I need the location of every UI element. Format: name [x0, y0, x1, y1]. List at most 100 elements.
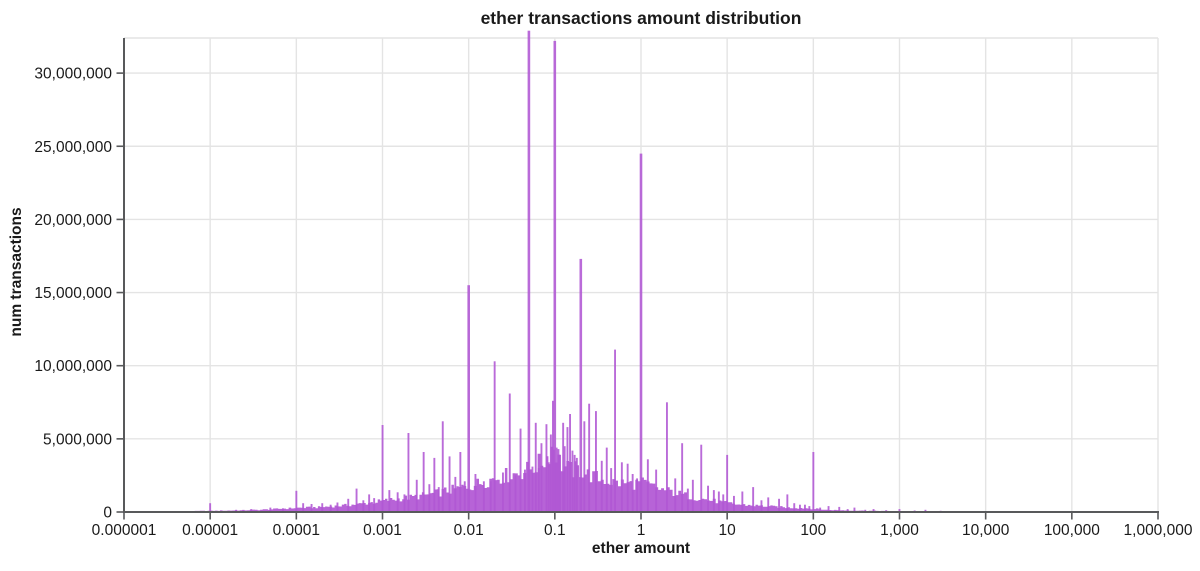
- histogram-spike: [717, 491, 720, 512]
- histogram-spike: [531, 466, 534, 512]
- histogram-spike: [712, 490, 715, 512]
- histogram-spike: [428, 484, 431, 512]
- histogram-spike: [838, 506, 841, 512]
- histogram-spike: [362, 500, 365, 512]
- histogram-spike: [209, 503, 212, 512]
- histogram-spike: [537, 468, 540, 512]
- histogram-spike: [639, 153, 643, 512]
- histogram-spike: [575, 457, 578, 512]
- histogram-spike: [269, 507, 272, 512]
- histogram-spike: [681, 443, 684, 512]
- histogram-spike: [655, 469, 658, 512]
- histogram-spike: [636, 478, 638, 512]
- tick-labels-layer: 0.000001 0.00001 0.0001 0.001 0.01 0.1 1 10 100 1…: [34, 66, 1192, 539]
- histogram-spike: [605, 447, 608, 512]
- histogram-spike: [547, 462, 550, 512]
- histogram-spike: [588, 403, 591, 512]
- y-axis-title: num transactions: [8, 207, 25, 336]
- histogram-spike: [459, 452, 462, 512]
- x-axis-title: ether amount: [592, 540, 690, 557]
- x-tick-label: 0.0001: [273, 522, 320, 539]
- histogram-spike: [463, 481, 466, 512]
- histogram-spike: [610, 468, 613, 512]
- histogram-spike: [793, 503, 796, 512]
- y-tick-label: 20,000,000: [34, 212, 112, 229]
- histogram-spike: [282, 508, 284, 512]
- histogram-spike: [898, 509, 901, 512]
- histogram-spike: [562, 422, 565, 512]
- histogram-spike: [726, 454, 729, 512]
- y-tick-label: 30,000,000: [34, 66, 112, 83]
- histogram-spike: [502, 472, 504, 512]
- histogram-spike: [864, 509, 867, 512]
- histogram-spike: [347, 498, 350, 512]
- x-tick-label: 100,000: [1044, 522, 1100, 539]
- histogram-spike: [707, 485, 709, 512]
- histogram-spike: [329, 504, 332, 512]
- histogram-spike: [534, 422, 537, 512]
- y-tick-label: 15,000,000: [34, 285, 112, 302]
- histogram-spike: [733, 495, 735, 512]
- histogram-spike: [524, 469, 526, 512]
- histogram-spike: [827, 506, 830, 512]
- histogram-spike: [549, 434, 552, 512]
- histogram-spike: [540, 443, 543, 512]
- histogram-spike: [924, 509, 927, 512]
- histogram-spike: [674, 478, 677, 512]
- y-tick-label: 10,000,000: [34, 358, 112, 375]
- histogram-spike: [555, 447, 558, 512]
- histogram-spike: [519, 428, 522, 512]
- histogram-spike: [646, 459, 649, 512]
- x-tick-label: 1,000,000: [1124, 522, 1193, 539]
- x-tick-label: 1: [637, 522, 646, 539]
- histogram-spike: [467, 285, 470, 512]
- histogram-spike: [493, 361, 496, 512]
- histogram-spike: [407, 433, 410, 512]
- histogram-spike: [514, 475, 517, 512]
- histogram-spike: [415, 479, 418, 512]
- histogram-spike: [631, 474, 634, 512]
- histogram-spike: [778, 498, 780, 512]
- y-tick-label: 5,000,000: [43, 431, 112, 448]
- bars-layer: [149, 30, 986, 513]
- histogram-spike: [566, 427, 569, 512]
- histogram-spike: [403, 494, 406, 512]
- histogram-spike: [448, 456, 451, 512]
- y-tick-label: 25,000,000: [34, 139, 112, 156]
- histogram-spike: [812, 452, 815, 512]
- histogram-spike: [808, 506, 811, 512]
- histogram-spike: [437, 487, 440, 512]
- histogram-spike: [553, 40, 557, 513]
- histogram-spike: [295, 490, 298, 512]
- histogram-spike: [819, 507, 822, 512]
- histogram-spike: [620, 462, 623, 512]
- histogram-spike: [310, 504, 313, 512]
- x-tick-label: 0.001: [363, 522, 402, 539]
- histogram-spike: [454, 476, 457, 512]
- x-tick-label: 0.1: [544, 522, 566, 539]
- histogram-spike: [846, 509, 849, 512]
- x-tick-label: 10,000: [962, 522, 1010, 539]
- histogram-spike: [626, 463, 629, 512]
- histogram-spike: [569, 414, 571, 512]
- x-tick-label: 0.00001: [182, 522, 238, 539]
- histogram-spike: [595, 411, 597, 512]
- histogram-spike: [368, 494, 371, 512]
- histogram-spike: [557, 449, 560, 512]
- y-tick-label: 0: [103, 505, 112, 522]
- histogram-spike: [573, 454, 576, 512]
- histogram-spike: [441, 421, 444, 512]
- histogram-spike: [373, 498, 376, 512]
- histogram-spike: [786, 494, 789, 512]
- x-tick-label: 100: [800, 522, 826, 539]
- histogram-spike: [804, 504, 806, 512]
- histogram-spike: [872, 509, 875, 512]
- histogram-spike: [336, 502, 339, 512]
- x-tick-label: 0.000001: [92, 522, 157, 539]
- histogram-spike: [552, 400, 554, 512]
- histogram-spike: [396, 492, 399, 513]
- axes-layer: [116, 38, 1159, 520]
- histogram-spike: [614, 349, 616, 512]
